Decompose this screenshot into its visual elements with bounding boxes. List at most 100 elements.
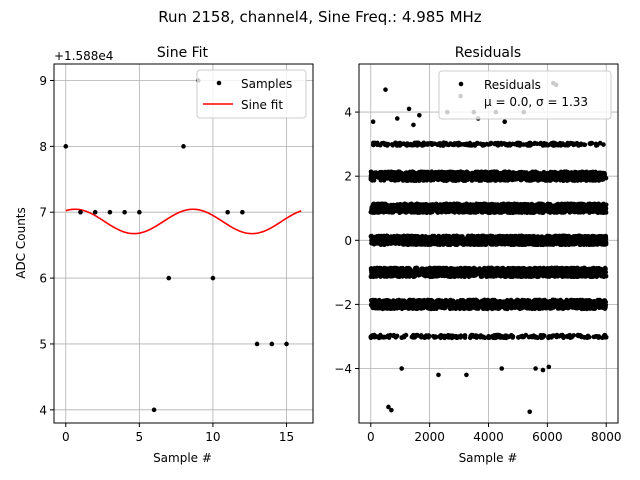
residual-point xyxy=(596,334,602,339)
residual-point xyxy=(432,335,437,340)
residual-point xyxy=(486,335,491,340)
residual-point xyxy=(506,235,511,241)
residual-point xyxy=(522,303,528,309)
residual-point xyxy=(446,238,451,244)
sine-fit-x-ticks: 0 5 10 15 xyxy=(62,423,294,444)
residual-point xyxy=(544,240,550,245)
residual-point xyxy=(561,237,566,242)
residual-point xyxy=(494,302,500,308)
residuals-points-layer xyxy=(368,80,609,415)
residual-point xyxy=(414,270,420,275)
residual-point xyxy=(521,334,526,340)
sample-point xyxy=(137,209,142,215)
residual-point xyxy=(588,269,594,274)
residual-point xyxy=(490,242,496,247)
residual-point xyxy=(518,273,524,278)
residual-point xyxy=(397,300,403,306)
residual-point xyxy=(488,299,494,305)
residual-point xyxy=(517,268,523,274)
residual-point xyxy=(374,303,380,309)
residual-point xyxy=(601,269,606,274)
residual-point xyxy=(589,274,595,280)
residual-point xyxy=(559,273,564,278)
residual-point xyxy=(390,302,395,307)
residual-point xyxy=(435,234,440,240)
residual-point xyxy=(396,239,402,245)
residual-point xyxy=(578,298,584,304)
residual-point xyxy=(584,266,589,272)
residual-point xyxy=(487,266,493,272)
residual-point xyxy=(377,268,382,273)
residual-point xyxy=(494,236,499,241)
residual-point xyxy=(460,298,466,303)
residual-point xyxy=(424,235,430,240)
residual-point xyxy=(488,273,494,279)
residual-point xyxy=(489,235,494,241)
residual-point xyxy=(506,304,511,310)
residual-point xyxy=(465,304,471,309)
residual-point xyxy=(516,335,521,340)
x-tick-label: 10 xyxy=(205,430,220,444)
residual-point xyxy=(586,334,592,340)
residual-point xyxy=(438,335,444,341)
sample-point xyxy=(166,275,172,281)
residual-point xyxy=(601,298,607,304)
residual-point xyxy=(538,333,544,338)
residual-point xyxy=(460,241,466,246)
residual-point xyxy=(474,299,480,305)
residual-point xyxy=(407,297,412,303)
figure-suptitle: Run 2158, channel4, Sine Freq.: 4.985 MH… xyxy=(158,8,482,26)
residual-point xyxy=(466,298,471,304)
residual-point xyxy=(492,272,498,278)
residual-point xyxy=(595,268,601,274)
residual-point xyxy=(478,242,483,247)
residual-point xyxy=(430,270,436,276)
residual-point xyxy=(498,273,504,279)
residual-point xyxy=(541,301,546,307)
residual-point xyxy=(429,298,434,303)
sine-fit-legend: Samples Sine fit xyxy=(196,69,307,119)
residual-point xyxy=(546,266,552,271)
residual-point xyxy=(569,241,575,247)
residual-point xyxy=(401,334,407,340)
y-tick-label: 7 xyxy=(39,206,47,220)
residual-point xyxy=(410,234,415,239)
sample-point xyxy=(284,341,289,347)
residual-point xyxy=(510,266,516,272)
sine-fit-offset-label: +1.588e4 xyxy=(54,49,113,63)
residual-point xyxy=(496,269,502,274)
legend-fit-label: Sine fit xyxy=(241,98,283,112)
residual-point xyxy=(568,274,574,279)
sine-fit-samples-layer xyxy=(63,78,289,413)
residual-point xyxy=(481,297,487,303)
residual-point xyxy=(575,333,581,339)
residual-point xyxy=(461,302,466,308)
residual-point xyxy=(470,332,476,338)
sine-fit-x-label: Sample # xyxy=(153,451,212,465)
residual-point xyxy=(405,304,411,310)
residual-point xyxy=(458,333,464,339)
y-tick-label: 8 xyxy=(39,140,47,154)
residual-point xyxy=(406,266,411,271)
residual-point xyxy=(477,237,482,243)
residual-point xyxy=(442,265,447,271)
residual-point xyxy=(537,268,542,273)
residual-point xyxy=(447,272,453,278)
residual-point xyxy=(441,236,447,241)
residual-point xyxy=(421,304,427,309)
residual-point xyxy=(395,304,401,310)
y-tick-label: 4 xyxy=(39,403,47,417)
residual-point xyxy=(485,305,490,311)
residual-point xyxy=(508,273,513,279)
residual-point xyxy=(498,302,504,308)
residual-point xyxy=(538,272,543,278)
residual-point xyxy=(449,300,455,305)
residual-point xyxy=(371,298,376,303)
residual-point xyxy=(399,271,405,277)
sine-fit-curve-layer xyxy=(65,208,302,235)
residual-point xyxy=(415,238,421,243)
residual-point xyxy=(531,334,537,340)
residual-point xyxy=(491,333,497,339)
